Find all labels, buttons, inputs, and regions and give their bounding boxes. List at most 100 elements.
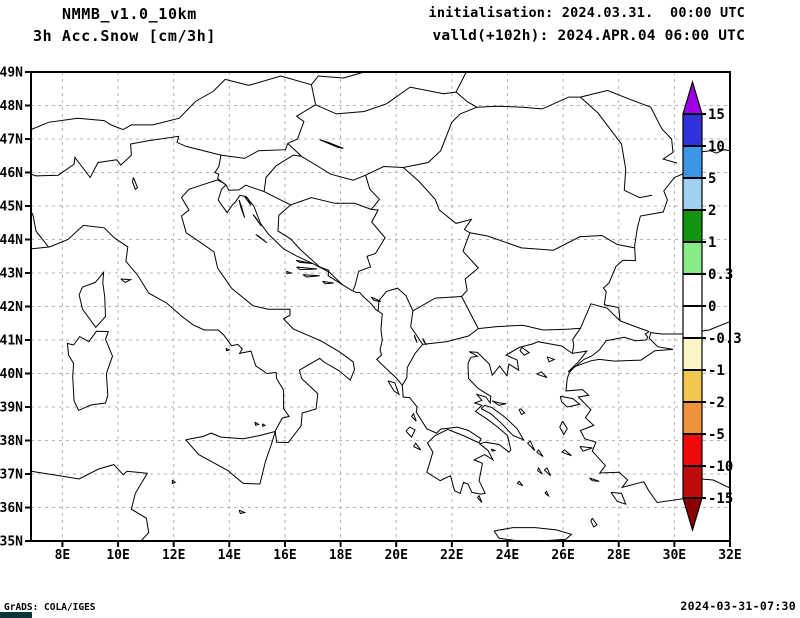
colorbar-cell <box>683 274 702 306</box>
colorbar-cell <box>683 210 702 242</box>
country-border-line <box>377 287 462 312</box>
country-border-line <box>315 86 457 115</box>
colorbar-over-arrow <box>682 79 703 115</box>
lat-tick-label: 40N <box>0 367 23 382</box>
coastline-pag <box>252 214 262 227</box>
coastline-pantelleria <box>171 479 177 485</box>
colorbar-cell <box>683 434 702 466</box>
coastline-zakynthos <box>413 442 422 451</box>
lat-tick-label: 38N <box>0 434 23 449</box>
coastline-andros <box>527 440 536 451</box>
country-border-line <box>402 167 473 234</box>
lat-tick-label: 36N <box>0 501 23 516</box>
lat-tick-label: 43N <box>0 267 23 282</box>
coastline-hvar <box>296 266 317 271</box>
lon-tick-label: 24E <box>496 548 519 563</box>
coastline-skyros <box>518 408 526 416</box>
colorbar-cell <box>683 114 702 146</box>
coastline-karpathos <box>590 517 598 528</box>
colorbar-tick-label: -2 <box>708 395 725 411</box>
colorbar-tick-label: -15 <box>708 491 733 507</box>
coastline-elba <box>120 278 133 283</box>
coastline-kos <box>589 477 600 482</box>
country-border-line <box>461 232 480 297</box>
country-border-line <box>567 303 621 330</box>
country-border-line <box>580 89 678 164</box>
coastline-kythira <box>477 494 483 503</box>
colorbar-tick-label: 5 <box>708 171 716 187</box>
colorbar-under-arrow <box>682 497 703 533</box>
colorbar-tick-label: -5 <box>708 427 725 443</box>
model-title: NMMB_v1.0_10km <box>62 5 197 23</box>
coastline-samos <box>579 446 593 452</box>
init-time-label: initialisation: 2024.03.31. 00:00 UTC <box>428 5 745 21</box>
colorbar-cell <box>683 242 702 274</box>
grads-credit: GrADS: COLA/IGES <box>4 602 96 613</box>
country-border-line <box>301 106 478 181</box>
lat-tick-label: 47N <box>0 133 23 148</box>
lon-tick-label: 22E <box>440 548 463 563</box>
colorbar-cell <box>683 338 702 370</box>
coastline-milos <box>516 480 524 487</box>
coastline-aeolian-1 <box>254 421 260 427</box>
lat-tick-label: 42N <box>0 300 23 315</box>
country-border-line <box>214 155 227 186</box>
colorbar-tick-label: 10 <box>708 139 725 155</box>
coastline-turkey <box>565 321 730 504</box>
colorbar-tick-label: 15 <box>708 107 725 123</box>
lat-tick-label: 49N <box>0 66 23 81</box>
coastline-samothrace <box>546 356 556 363</box>
colorbar-cell <box>683 402 702 434</box>
coastline-lefkada <box>411 412 417 422</box>
coastline-europe-mainland <box>31 179 650 495</box>
coastline-dugi-otok <box>255 234 268 244</box>
lat-tick-label: 37N <box>0 468 23 483</box>
coastline-santorini <box>544 490 550 498</box>
coastline-krk <box>244 196 252 206</box>
colorbar-tick-label: -1 <box>708 363 725 379</box>
lon-tick-label: 8E <box>55 548 71 563</box>
country-border-line <box>401 344 423 386</box>
coastline-lake-balaton <box>319 139 344 149</box>
country-border-line <box>287 143 302 157</box>
coastline-malta <box>238 509 247 515</box>
coastline-africa-tunisia <box>31 464 150 541</box>
lon-tick-label: 28E <box>607 548 630 563</box>
colorbar-tick-label: -10 <box>708 459 733 475</box>
map-frame <box>30 71 731 542</box>
coastline-limnos <box>536 371 548 378</box>
country-border-line <box>277 204 343 286</box>
country-border-line <box>31 135 222 179</box>
country-border-line <box>469 232 635 251</box>
lat-tick-label: 45N <box>0 200 23 215</box>
country-border-line <box>31 210 49 248</box>
lon-tick-label: 10E <box>106 548 129 563</box>
coastline-tinos <box>536 449 544 458</box>
country-border-line <box>461 296 479 329</box>
lat-tick-label: 39N <box>0 401 23 416</box>
lon-tick-label: 18E <box>329 548 352 563</box>
country-border-line <box>422 328 479 345</box>
country-border-line <box>571 328 581 354</box>
coastline-lesbos <box>559 395 581 408</box>
colorbar-tick-label: 1 <box>708 235 716 251</box>
field-title: 3h Acc.Snow [cm/3h] <box>33 27 216 45</box>
lat-tick-label: 46N <box>0 166 23 181</box>
country-border-line <box>31 79 226 131</box>
country-border-line <box>225 72 365 86</box>
country-border-line <box>220 143 289 159</box>
coastline-rhodes <box>610 491 627 505</box>
coastline-lake-scutari <box>370 296 382 302</box>
coastline-sporades <box>491 400 507 406</box>
country-border-line <box>580 96 653 199</box>
coastline-aegina <box>490 448 497 452</box>
lon-tick-label: 32E <box>718 548 741 563</box>
lon-tick-label: 30E <box>663 548 686 563</box>
lat-tick-label: 41N <box>0 334 23 349</box>
colorbar-cell <box>683 178 702 210</box>
corner-artifact <box>0 612 32 618</box>
coastline-corfu <box>387 380 401 396</box>
coastline-vis <box>285 270 294 275</box>
country-border-line <box>455 72 478 108</box>
